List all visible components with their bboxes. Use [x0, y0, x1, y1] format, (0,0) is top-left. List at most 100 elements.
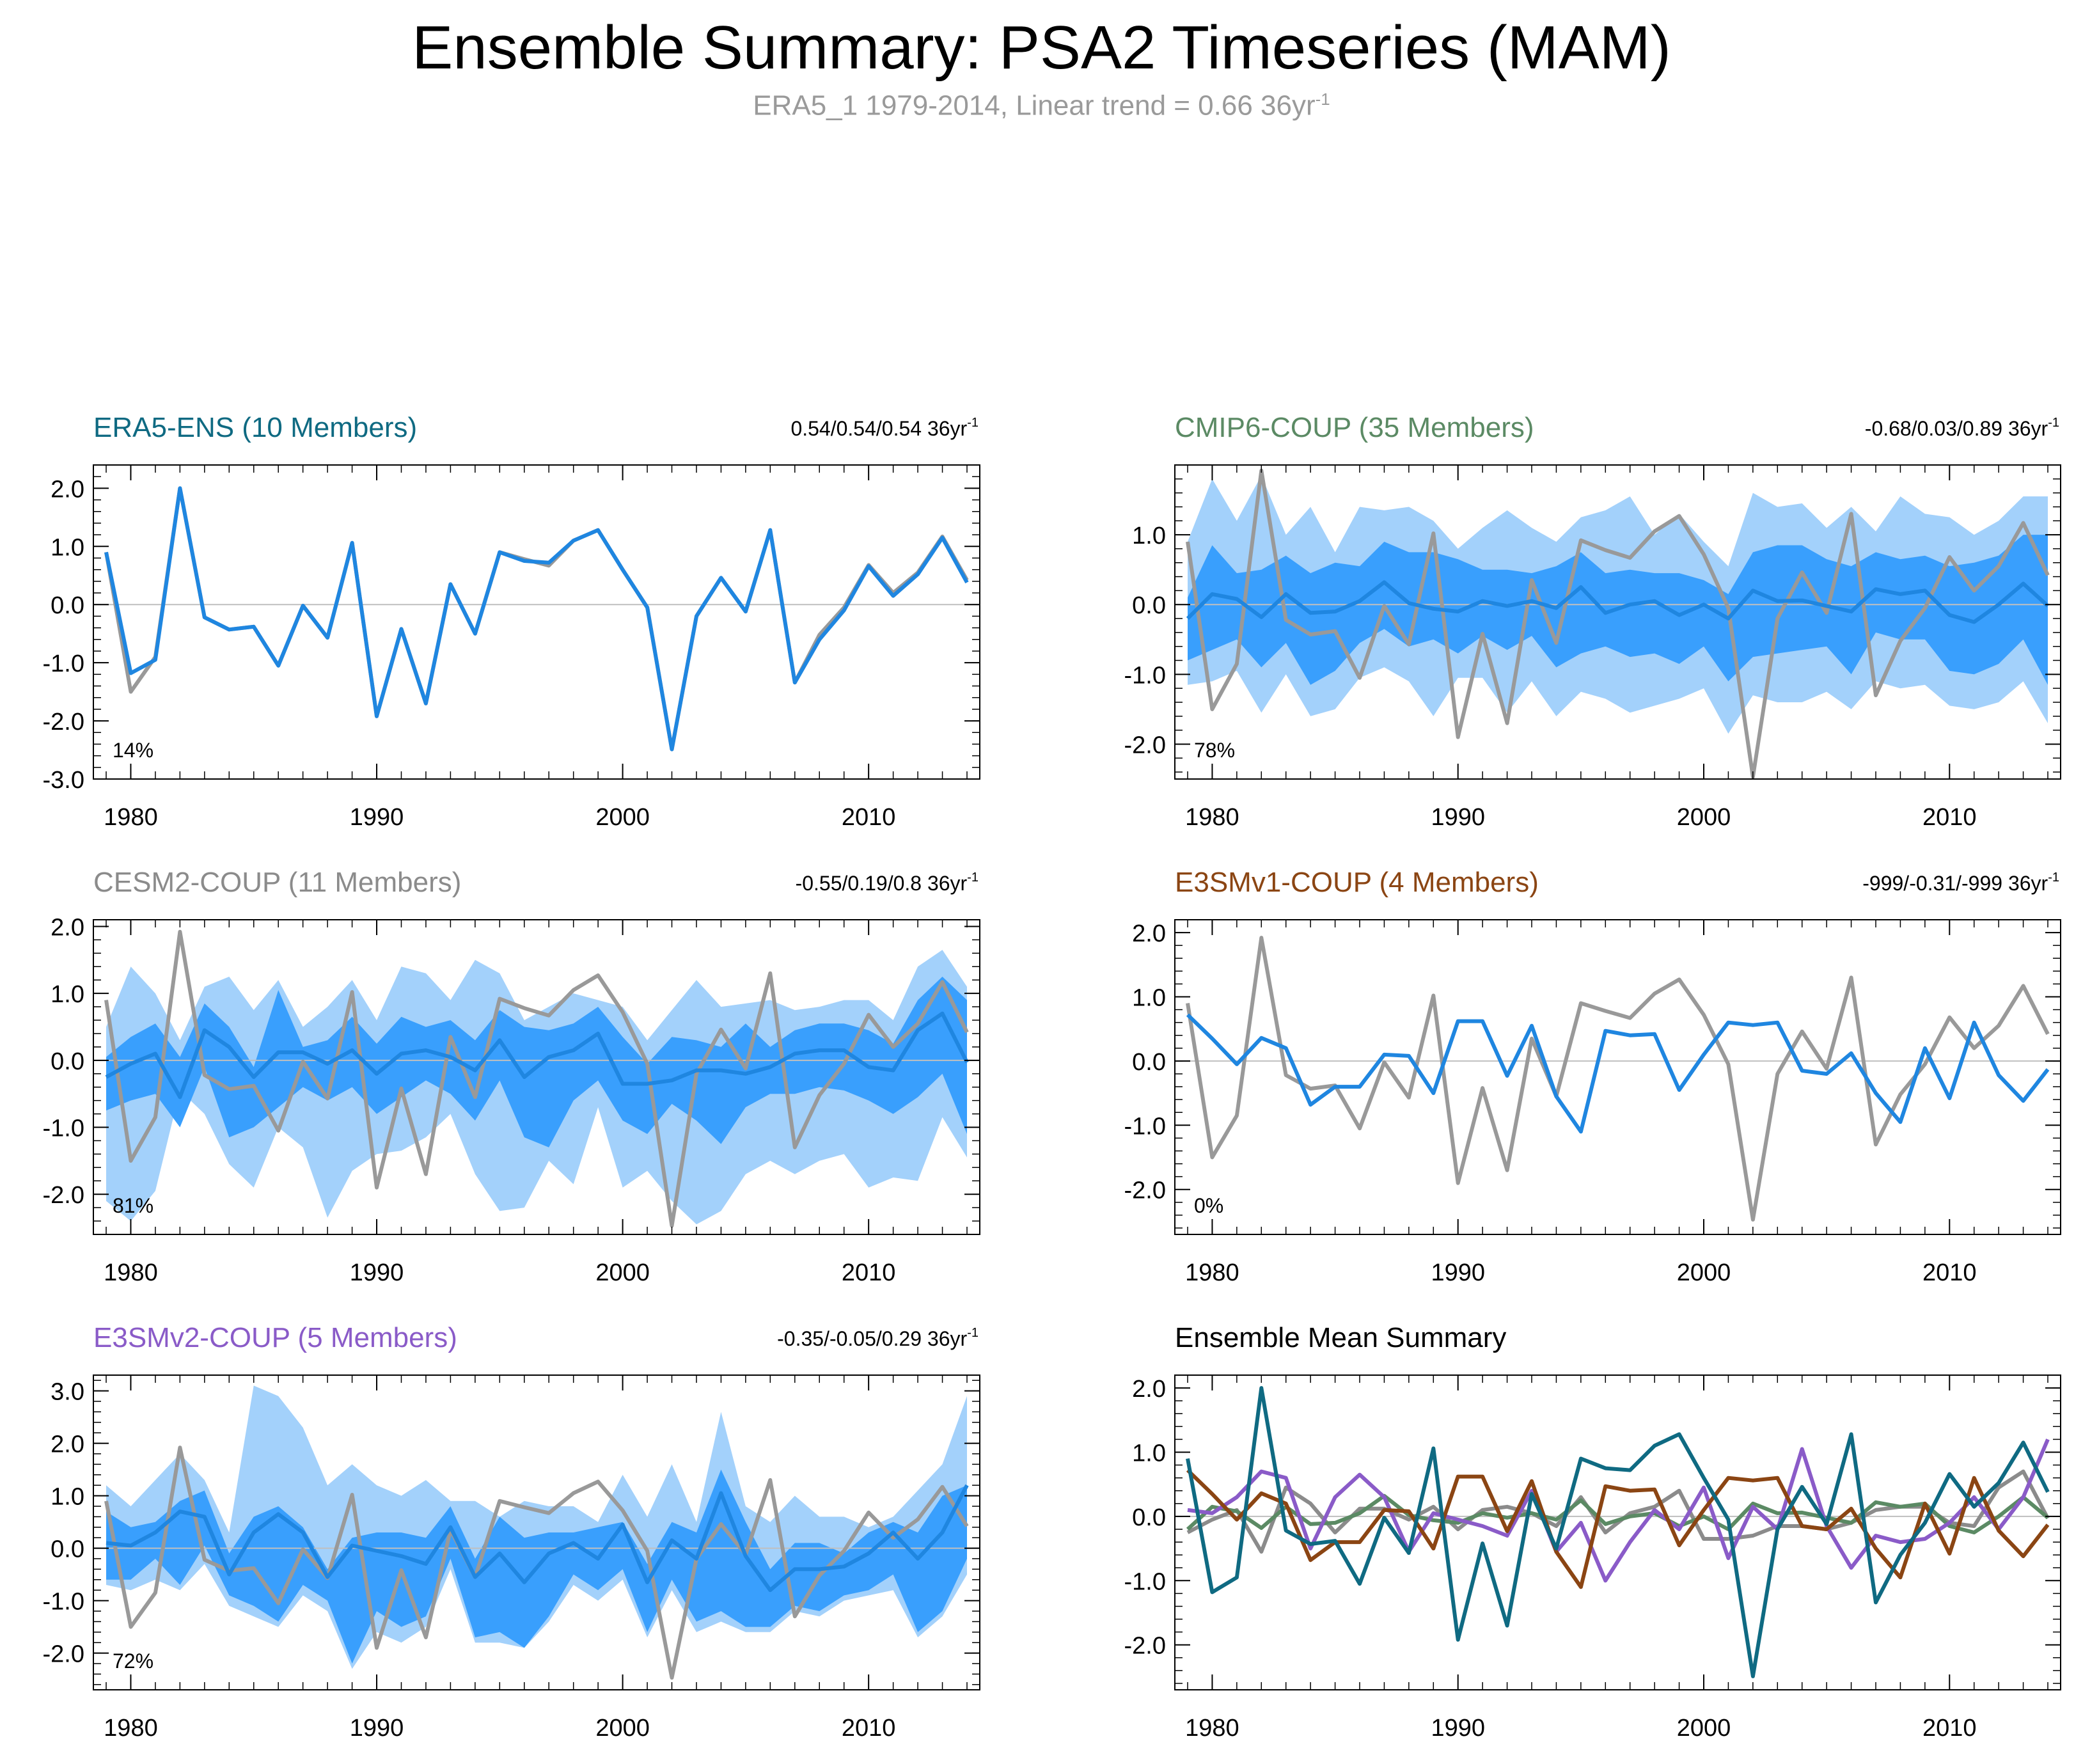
page-title: Ensemble Summary: PSA2 Timeseries (MAM)	[412, 13, 1671, 82]
frame-era5	[93, 464, 980, 780]
trend-exponent: -1	[2048, 416, 2059, 430]
ytick-label: 0.0	[51, 1536, 84, 1563]
xtick-label: 1990	[350, 1715, 404, 1742]
ens-mean-line-e3smv1	[1186, 1013, 2050, 1134]
xtick-label: 1990	[350, 804, 404, 831]
xtick-label: 2000	[1677, 804, 1731, 831]
xtick-label: 1990	[350, 1259, 404, 1286]
ytick-label: -1.0	[1124, 662, 1166, 689]
xtick-label: 2000	[1677, 1715, 1731, 1742]
ytick-label: -1.0	[43, 650, 84, 677]
ens-mean-line-e3smv2	[106, 1484, 969, 1593]
ytick-label: -2.0	[1124, 732, 1166, 759]
trend-label-e3smv2: -0.35/-0.05/0.29 36yr-1	[777, 1326, 979, 1350]
ytick-label: -2.0	[1124, 1633, 1166, 1660]
frame-e3smv2	[93, 1374, 980, 1690]
series-line-era5-ens	[1186, 1386, 2050, 1678]
ytick-label: 1.0	[51, 1484, 84, 1511]
panel-era5: -3.0 -2.0 -1.0 0.0 1.0 2.0 1980 1990 2000 2010 ERA…	[43, 412, 980, 831]
ytick-label: -3.0	[43, 767, 84, 794]
trend-exponent: -1	[967, 416, 979, 430]
ytick-label: 1.0	[51, 534, 84, 561]
panel-cmip6: -2.0 -1.0 0.0 1.0 1980 1990 2000 2010 CMIP6-COUP…	[1124, 412, 2061, 831]
ytick-label: -2.0	[1124, 1177, 1166, 1204]
obs-line-cesm2	[104, 929, 969, 1228]
xtick-label: 2010	[842, 804, 896, 831]
percent-label-e3smv1: 0%	[1194, 1194, 1223, 1217]
obs-line-e3smv1	[1186, 936, 2050, 1222]
trend-text: -0.68/0.03/0.89 36yr	[1865, 417, 2048, 440]
xtick-label: 2000	[595, 804, 650, 831]
panel-title-e3smv2: E3SMv2-COUP (5 Members)	[93, 1322, 457, 1353]
xtick-label: 1980	[104, 804, 158, 831]
ens-mean-line-cmip6	[1186, 580, 2050, 624]
frame-e3smv1	[1174, 919, 2061, 1235]
obs-line-e3smv2	[104, 1445, 969, 1680]
panel-title-cesm2: CESM2-COUP (11 Members)	[93, 867, 461, 898]
ytick-label: 2.0	[51, 914, 84, 941]
ytick-label: 1.0	[1132, 1440, 1166, 1467]
panel-title-era5: ERA5-ENS (10 Members)	[93, 412, 417, 443]
ytick-label: 3.0	[51, 1379, 84, 1406]
series-line-e3smv2-coup	[1187, 1438, 2050, 1583]
xtick-label: 2000	[595, 1715, 650, 1742]
percent-label-cmip6: 78%	[1194, 739, 1235, 762]
ytick-label: -1.0	[43, 1115, 84, 1142]
xtick-label: 1980	[104, 1259, 158, 1286]
ytick-label: 0.0	[51, 592, 84, 619]
percent-label-era5: 14%	[113, 739, 153, 762]
ens-mean-line-era5	[104, 486, 969, 752]
xtick-label: 2010	[1922, 804, 1977, 831]
ytick-label: 0.0	[1132, 592, 1166, 619]
xtick-label: 1980	[1185, 1715, 1239, 1742]
ytick-label: 0.0	[51, 1048, 84, 1075]
xtick-label: 2010	[842, 1259, 896, 1286]
ytick-label: 2.0	[1132, 920, 1166, 947]
panel-summary: -2.0 -1.0 0.0 1.0 2.0 1980 1990 2000 2010 Ensembl…	[1124, 1322, 2061, 1742]
trend-exponent: -1	[2048, 870, 2059, 885]
ytick-label: -1.0	[1124, 1568, 1166, 1595]
panel-title-summary: Ensemble Mean Summary	[1175, 1322, 1506, 1353]
trend-label-cesm2: -0.55/0.19/0.8 36yr-1	[796, 870, 979, 895]
trend-text: 0.54/0.54/0.54 36yr	[790, 417, 967, 440]
xtick-label: 1990	[1431, 1259, 1485, 1286]
panel-e3smv1: -2.0 -1.0 0.0 1.0 2.0 1980 1990 2000 2010 E3SMv1-…	[1124, 867, 2061, 1286]
frame-summary	[1174, 1374, 2061, 1690]
frame-cesm2	[93, 919, 980, 1235]
xtick-label: 2000	[1677, 1259, 1731, 1286]
ytick-label: 0.0	[1132, 1504, 1166, 1531]
ytick-label: -1.0	[43, 1589, 84, 1616]
xtick-label: 1980	[104, 1715, 158, 1742]
trend-label-era5: 0.54/0.54/0.54 36yr-1	[790, 416, 979, 440]
xtick-label: 1990	[1431, 1715, 1485, 1742]
xtick-label: 2010	[1922, 1259, 1977, 1286]
xtick-label: 1980	[1185, 1259, 1239, 1286]
ytick-label: -2.0	[43, 1182, 84, 1209]
xtick-label: 1980	[1185, 804, 1239, 831]
percent-label-cesm2: 81%	[113, 1194, 153, 1217]
ens-mean-line-cesm2	[105, 1011, 969, 1099]
ytick-label: -2.0	[43, 1641, 84, 1668]
panel-title-cmip6: CMIP6-COUP (35 Members)	[1175, 412, 1534, 443]
xtick-label: 2010	[842, 1715, 896, 1742]
subtitle-text: ERA5_1 1979-2014, Linear trend = 0.66 36…	[753, 90, 1316, 122]
trend-exponent: -1	[967, 870, 979, 885]
ytick-label: -2.0	[43, 709, 84, 736]
xtick-label: 2010	[1922, 1715, 1977, 1742]
xtick-label: 2000	[595, 1259, 650, 1286]
trend-label-e3smv1: -999/-0.31/-999 36yr-1	[1862, 870, 2059, 895]
xtick-label: 1990	[1431, 804, 1485, 831]
page-subtitle: ERA5_1 1979-2014, Linear trend = 0.66 36…	[0, 83, 2083, 122]
ytick-label: -1.0	[1124, 1113, 1166, 1140]
ytick-label: 0.0	[1132, 1049, 1166, 1076]
trend-exponent: -1	[967, 1326, 979, 1340]
frame-cmip6	[1174, 464, 2061, 780]
ytick-label: 1.0	[1132, 984, 1166, 1011]
ytick-label: 2.0	[1132, 1376, 1166, 1403]
percent-label-e3smv2: 72%	[113, 1650, 153, 1673]
panel-title-e3smv1: E3SMv1-COUP (4 Members)	[1175, 867, 1539, 898]
panel-cesm2: -2.0 -1.0 0.0 1.0 2.0 1980 1990 2000 2010 CESM2-C…	[43, 867, 980, 1286]
ytick-label: 1.0	[51, 981, 84, 1008]
obs-line-cmip6	[1186, 468, 2050, 779]
